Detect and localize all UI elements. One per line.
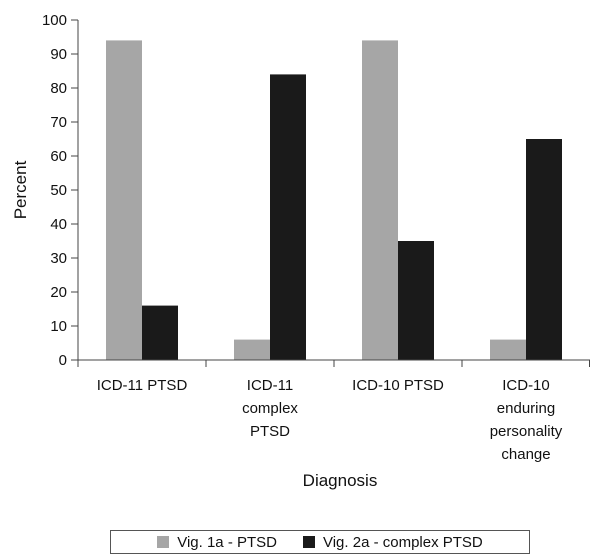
legend-item-series-1: Vig. 1a - PTSD <box>157 534 277 551</box>
legend-swatch-series-2 <box>302 536 315 548</box>
y-tick-label: 70 <box>50 114 67 131</box>
bar-series-1-cat-1 <box>106 40 142 361</box>
legend-label-series-1: Vig. 1a - PTSD <box>177 533 277 551</box>
legend-item-series-2: Vig. 2a - complex PTSD <box>302 533 483 551</box>
y-tick-label: 100 <box>42 12 67 29</box>
bar-series-2-cat-2 <box>270 74 306 361</box>
y-tick-label: 0 <box>59 352 67 369</box>
legend-label-series-2: Vig. 2a - complex PTSD <box>322 533 483 551</box>
bar-series-2-cat-4 <box>526 139 562 360</box>
bar-series-2-cat-3 <box>398 241 434 360</box>
legend: Vig. 1a - PTSD Vig. 2a - complex PTSD <box>110 530 530 554</box>
x-category-label: ICD-10 enduring personality change <box>490 377 563 463</box>
y-tick-label: 80 <box>50 80 67 97</box>
bar-series-1-cat-3 <box>362 40 398 361</box>
y-axis-title: Percent <box>11 160 30 219</box>
y-tick-label: 30 <box>50 250 67 267</box>
y-tick-label: 90 <box>50 46 67 63</box>
legend-swatch-series-1 <box>157 536 170 548</box>
y-tick-label: 60 <box>50 148 67 165</box>
x-category-label: ICD-10 PTSD <box>352 377 444 394</box>
x-axis-category-labels: ICD-11 PTSD ICD-11 complex PTSD ICD-10 PTSD I… <box>97 377 563 463</box>
bar-series-1-cat-2 <box>234 339 270 360</box>
x-category-label: ICD-11 complex PTSD <box>242 377 298 440</box>
bars <box>106 40 562 361</box>
x-axis-title: Diagnosis <box>303 471 378 490</box>
y-tick-label: 10 <box>50 318 67 335</box>
y-axis-ticks: 0 10 20 30 40 50 60 70 80 90 100 <box>42 12 78 369</box>
y-tick-label: 40 <box>50 216 67 233</box>
y-tick-label: 20 <box>50 284 67 301</box>
bar-series-2-cat-1 <box>142 305 178 360</box>
x-category-label: ICD-11 PTSD <box>97 377 188 394</box>
y-tick-label: 50 <box>50 182 67 199</box>
bar-series-1-cat-4 <box>490 339 526 360</box>
